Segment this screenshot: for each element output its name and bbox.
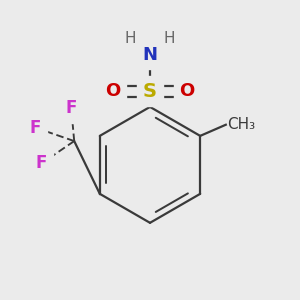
Text: F: F — [36, 154, 47, 172]
Text: CH₃: CH₃ — [227, 117, 255, 132]
Text: F: F — [30, 119, 41, 137]
Text: S: S — [143, 82, 157, 101]
Text: O: O — [105, 82, 121, 100]
Text: N: N — [142, 46, 158, 64]
Text: F: F — [65, 99, 77, 117]
Text: O: O — [179, 82, 195, 100]
Text: H: H — [125, 31, 136, 46]
Text: H: H — [164, 31, 175, 46]
